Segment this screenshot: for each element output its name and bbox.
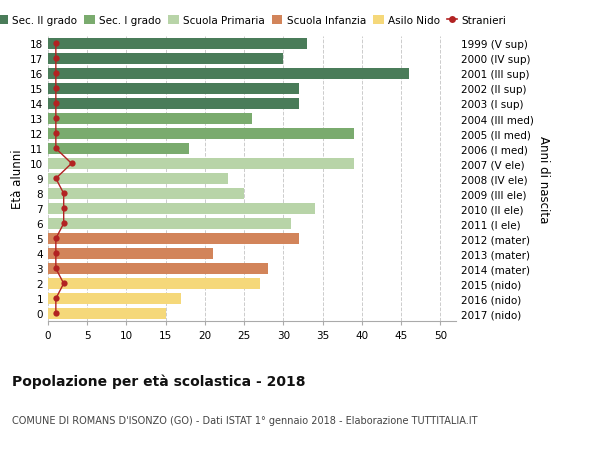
Bar: [48, 144, 189, 154]
Bar: [48, 84, 299, 95]
Bar: [48, 39, 307, 50]
Text: COMUNE DI ROMANS D'ISONZO (GO) - Dati ISTAT 1° gennaio 2018 - Elaborazione TUTTI: COMUNE DI ROMANS D'ISONZO (GO) - Dati IS…: [12, 415, 478, 425]
Bar: [48, 99, 299, 110]
Bar: [48, 129, 354, 140]
Bar: [48, 69, 409, 79]
Bar: [48, 54, 283, 65]
Bar: [48, 114, 252, 124]
Bar: [48, 293, 181, 304]
Bar: [48, 308, 166, 319]
Bar: [48, 218, 291, 230]
Y-axis label: Anni di nascita: Anni di nascita: [538, 135, 550, 223]
Bar: [48, 159, 354, 169]
Legend: Sec. II grado, Sec. I grado, Scuola Primaria, Scuola Infanzia, Asilo Nido, Stran: Sec. II grado, Sec. I grado, Scuola Prim…: [0, 16, 506, 26]
Bar: [48, 189, 244, 199]
Bar: [48, 234, 299, 244]
Bar: [48, 248, 213, 259]
Bar: [48, 204, 315, 214]
Bar: [48, 174, 229, 185]
Text: Popolazione per età scolastica - 2018: Popolazione per età scolastica - 2018: [12, 374, 305, 389]
Bar: [48, 279, 260, 289]
Y-axis label: Età alunni: Età alunni: [11, 149, 25, 209]
Bar: [48, 263, 268, 274]
